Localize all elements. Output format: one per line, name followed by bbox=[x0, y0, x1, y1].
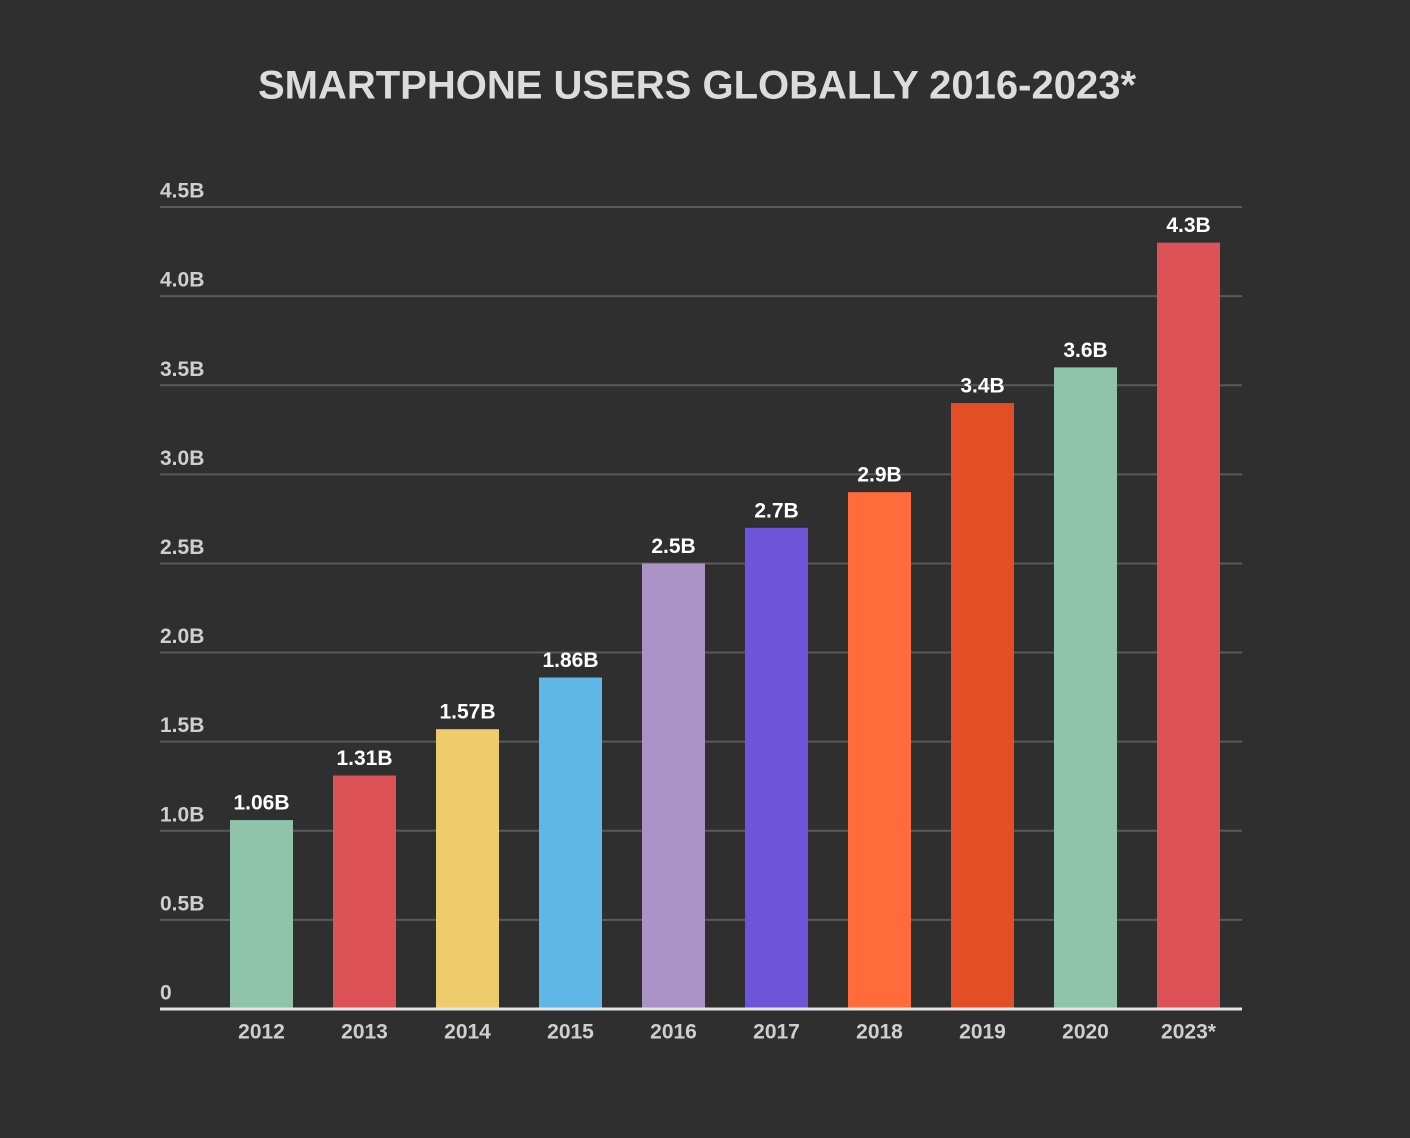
bar bbox=[848, 492, 911, 1010]
y-tick-label: 4.0B bbox=[160, 269, 204, 292]
x-tick-label: 2016 bbox=[650, 1021, 697, 1044]
x-tick-label: 2013 bbox=[341, 1021, 388, 1044]
value-label: 2.9B bbox=[857, 464, 901, 487]
y-tick-label: 3.5B bbox=[160, 358, 204, 381]
bar bbox=[230, 820, 293, 1009]
x-tick-label: 2018 bbox=[856, 1021, 903, 1044]
x-tick-label: 2012 bbox=[238, 1021, 285, 1044]
x-tick-label: 2015 bbox=[547, 1021, 594, 1044]
value-label: 2.5B bbox=[651, 535, 695, 558]
bar bbox=[539, 677, 602, 1009]
x-tick-label: 2014 bbox=[444, 1021, 491, 1044]
y-tick-label: 1.0B bbox=[160, 803, 204, 826]
value-label: 1.06B bbox=[233, 792, 289, 815]
y-tick-label: 1.5B bbox=[160, 714, 204, 737]
y-tick-label: 4.5B bbox=[160, 180, 204, 203]
bar bbox=[333, 775, 396, 1009]
bar bbox=[1157, 242, 1220, 1010]
bar bbox=[1054, 367, 1117, 1009]
y-tick-label: 2.0B bbox=[160, 625, 204, 648]
x-tick-label: 2023* bbox=[1161, 1021, 1217, 1044]
value-label: 1.57B bbox=[439, 701, 495, 724]
value-label: 2.7B bbox=[754, 499, 798, 522]
y-tick-label: 3.0B bbox=[160, 447, 204, 470]
bar bbox=[745, 527, 808, 1009]
value-label: 4.3B bbox=[1166, 214, 1210, 237]
value-label: 3.6B bbox=[1063, 339, 1107, 362]
y-tick-label: 0.5B bbox=[160, 892, 204, 915]
x-tick-label: 2020 bbox=[1062, 1021, 1109, 1044]
bar bbox=[951, 403, 1014, 1009]
x-tick-label: 2017 bbox=[753, 1021, 800, 1044]
y-tick-label: 2.5B bbox=[160, 536, 204, 559]
value-label: 3.4B bbox=[960, 375, 1004, 398]
value-label: 1.86B bbox=[542, 649, 598, 672]
y-tick-label: 0 bbox=[160, 982, 172, 1005]
bar bbox=[642, 563, 705, 1009]
x-tick-label: 2019 bbox=[959, 1021, 1006, 1044]
bar bbox=[436, 729, 499, 1009]
value-label: 1.31B bbox=[336, 747, 392, 770]
chart-title: SMARTPHONE USERS GLOBALLY 2016-2023* bbox=[258, 64, 1136, 108]
